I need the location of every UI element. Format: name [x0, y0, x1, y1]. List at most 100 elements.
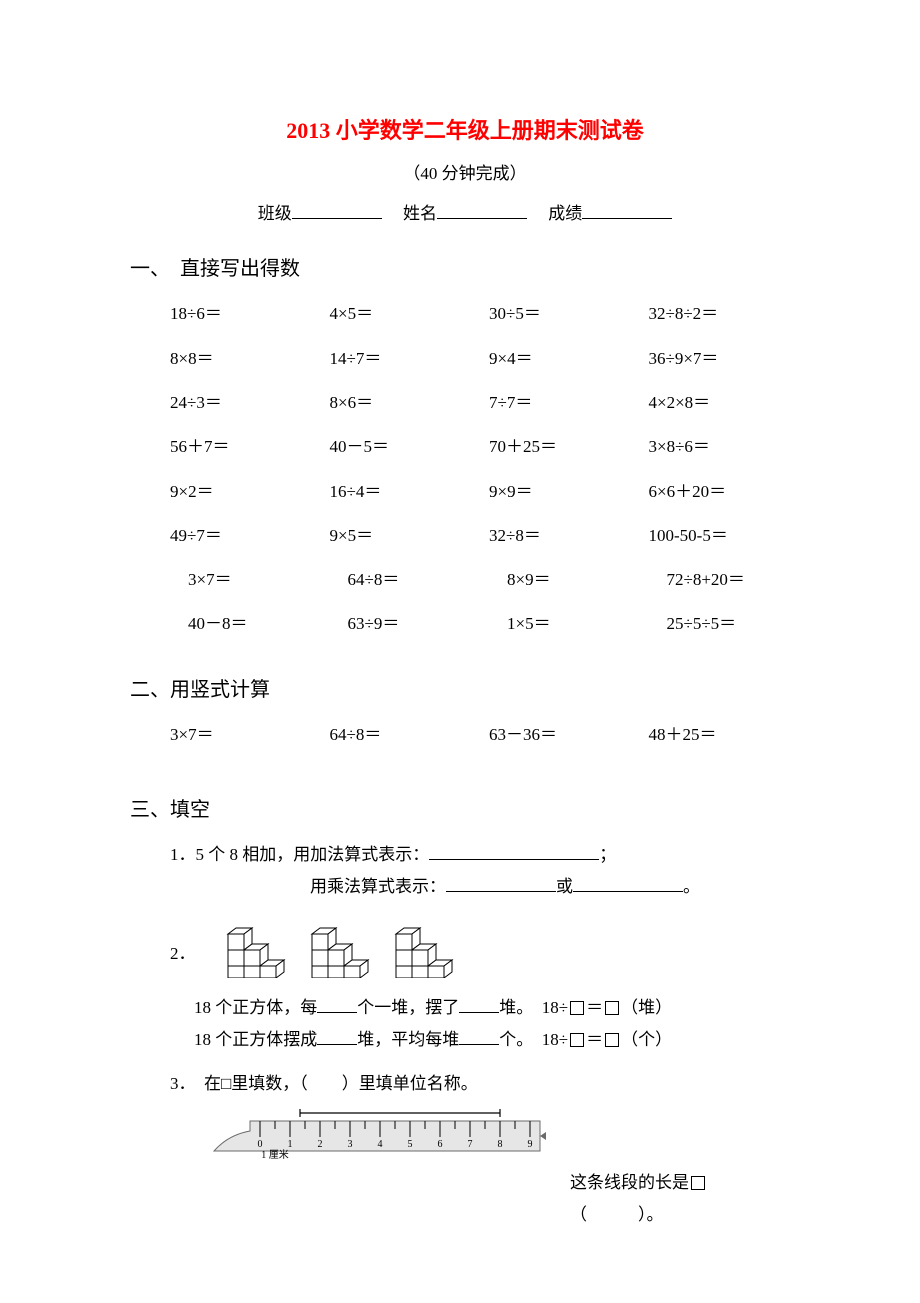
text: （个） — [621, 1030, 672, 1049]
text: ＝ — [586, 1030, 603, 1049]
tick-label: 0 — [258, 1139, 263, 1150]
q3-1-line1-prefix: 1．5 个 8 相加，用加法算式表示： — [170, 845, 429, 864]
ruler-icon: 0 1 2 3 4 5 6 7 8 9 1 厘米 — [210, 1107, 550, 1161]
q-cell: 56＋7＝ — [170, 431, 322, 463]
q-cell: 3×7＝ — [170, 564, 322, 596]
cube-stair-icon — [218, 922, 288, 978]
tick-label: 8 — [498, 1139, 503, 1150]
q-cell: 32÷8＝ — [489, 520, 641, 552]
q-cell: 40－8＝ — [170, 608, 322, 640]
text: 堆，平均每堆 — [357, 1030, 459, 1049]
text: 这条线段的长是 — [570, 1173, 689, 1192]
q-cell: 63－36＝ — [489, 719, 641, 751]
section2-grid: 3×7＝ 64÷8＝ 63－36＝ 48＋25＝ — [130, 719, 800, 751]
section2-heading: 二、用竖式计算 — [130, 671, 800, 709]
q3-3-line1: 3． 在□里填数，（ ）里填单位名称。 — [170, 1068, 800, 1100]
text: 堆。 18÷ — [499, 998, 568, 1017]
q3-2-line2: 18 个正方体摆成 堆，平均每堆 个。 18÷ ＝ （个） — [170, 1024, 800, 1056]
q-cell: 64÷8＝ — [330, 719, 482, 751]
class-blank — [292, 201, 382, 219]
q-cell: 3×8÷6＝ — [649, 431, 801, 463]
q3-1-line2-prefix: 用乘法算式表示： — [310, 877, 446, 896]
q-cell: 16÷4＝ — [330, 476, 482, 508]
student-info-line: 班级 姓名 成绩 — [130, 198, 800, 230]
q-cell: 40－5＝ — [330, 431, 482, 463]
answer-box — [605, 1001, 619, 1015]
q-cell: 100-50-5＝ — [649, 520, 801, 552]
section1-grid: 18÷6＝ 4×5＝ 30÷5＝ 32÷8÷2＝ 8×8＝ 14÷7＝ 9×4＝… — [130, 298, 800, 640]
q-cell: 64÷8＝ — [330, 564, 482, 596]
q-cell: 9×9＝ — [489, 476, 641, 508]
score-blank — [582, 201, 672, 219]
cube-stair-icon — [386, 922, 456, 978]
q3-1-line2: 用乘法算式表示：或。 — [170, 871, 800, 903]
q-cell: 70＋25＝ — [489, 431, 641, 463]
ruler-figure: 0 1 2 3 4 5 6 7 8 9 1 厘米 — [210, 1107, 800, 1161]
tick-label: 7 — [468, 1139, 473, 1150]
q3-1: 1．5 个 8 相加，用加法算式表示： ； 用乘法算式表示：或。 — [170, 839, 800, 904]
q3-3: 3． 在□里填数，（ ）里填单位名称。 — [170, 1068, 800, 1231]
q-cell: 25÷5÷5＝ — [649, 608, 801, 640]
page: 2013 小学数学二年级上册期末测试卷 （40 分钟完成） 班级 姓名 成绩 一… — [0, 0, 920, 1303]
tick-label: 5 — [408, 1139, 413, 1150]
q-cell: 9×2＝ — [170, 476, 322, 508]
text: 个。 18÷ — [499, 1030, 568, 1049]
blank — [429, 842, 599, 860]
exam-subtitle: （40 分钟完成） — [130, 158, 800, 190]
q-cell: 36÷9×7＝ — [649, 343, 801, 375]
q-cell: 8×8＝ — [170, 343, 322, 375]
text: （ ）。 — [570, 1205, 664, 1224]
cube-groups — [218, 922, 456, 978]
q-cell: 9×5＝ — [330, 520, 482, 552]
tick-label: 9 — [528, 1139, 533, 1150]
tick-label: 4 — [378, 1139, 383, 1150]
text: ＝ — [586, 998, 603, 1017]
exam-title: 2013 小学数学二年级上册期末测试卷 — [130, 110, 800, 152]
q-cell: 48＋25＝ — [649, 719, 801, 751]
q-cell: 32÷8÷2＝ — [649, 298, 801, 330]
text: 个一堆，摆了 — [357, 998, 459, 1017]
tick-label: 6 — [438, 1139, 443, 1150]
q-cell: 72÷8+20＝ — [649, 564, 801, 596]
blank — [459, 1027, 499, 1045]
q-cell: 63÷9＝ — [330, 608, 482, 640]
tick-label: 1 — [288, 1139, 293, 1150]
q-cell: 49÷7＝ — [170, 520, 322, 552]
blank — [446, 874, 556, 892]
name-blank — [437, 201, 527, 219]
blank — [317, 1027, 357, 1045]
blank — [459, 995, 499, 1013]
q3-2-line1: 18 个正方体，每 个一堆，摆了 堆。 18÷ ＝ （堆） — [170, 992, 800, 1024]
q-cell: 4×2×8＝ — [649, 387, 801, 419]
blank — [317, 995, 357, 1013]
q3-1-line1-suffix: ； — [599, 845, 616, 864]
q-cell: 18÷6＝ — [170, 298, 322, 330]
q-cell: 8×9＝ — [489, 564, 641, 596]
q-cell: 24÷3＝ — [170, 387, 322, 419]
section1-heading: 一、 直接写出得数 — [130, 250, 800, 288]
q3-2: 2． — [170, 916, 800, 1057]
answer-box — [570, 1001, 584, 1015]
q-cell: 4×5＝ — [330, 298, 482, 330]
blank — [573, 874, 683, 892]
name-label: 姓名 — [403, 204, 437, 223]
section3-body: 1．5 个 8 相加，用加法算式表示： ； 用乘法算式表示：或。 2． — [130, 839, 800, 1231]
text: 18 个正方体摆成 — [194, 1030, 317, 1049]
q-cell: 8×6＝ — [330, 387, 482, 419]
answer-box — [605, 1033, 619, 1047]
class-label: 班级 — [258, 204, 292, 223]
q-cell: 6×6＋20＝ — [649, 476, 801, 508]
q-cell: 30÷5＝ — [489, 298, 641, 330]
q-cell: 3×7＝ — [170, 719, 322, 751]
tick-label: 3 — [348, 1139, 353, 1150]
q3-2-label: 2． — [170, 938, 196, 970]
q3-1-line2-suffix: 。 — [683, 877, 700, 896]
q-cell: 7÷7＝ — [489, 387, 641, 419]
text: （堆） — [621, 998, 672, 1017]
text: 18 个正方体，每 — [194, 998, 317, 1017]
q-cell: 1×5＝ — [489, 608, 641, 640]
answer-box — [691, 1176, 705, 1190]
cube-stair-icon — [302, 922, 372, 978]
q-cell: 14÷7＝ — [330, 343, 482, 375]
ruler-unit: 1 厘米 — [261, 1148, 289, 1161]
